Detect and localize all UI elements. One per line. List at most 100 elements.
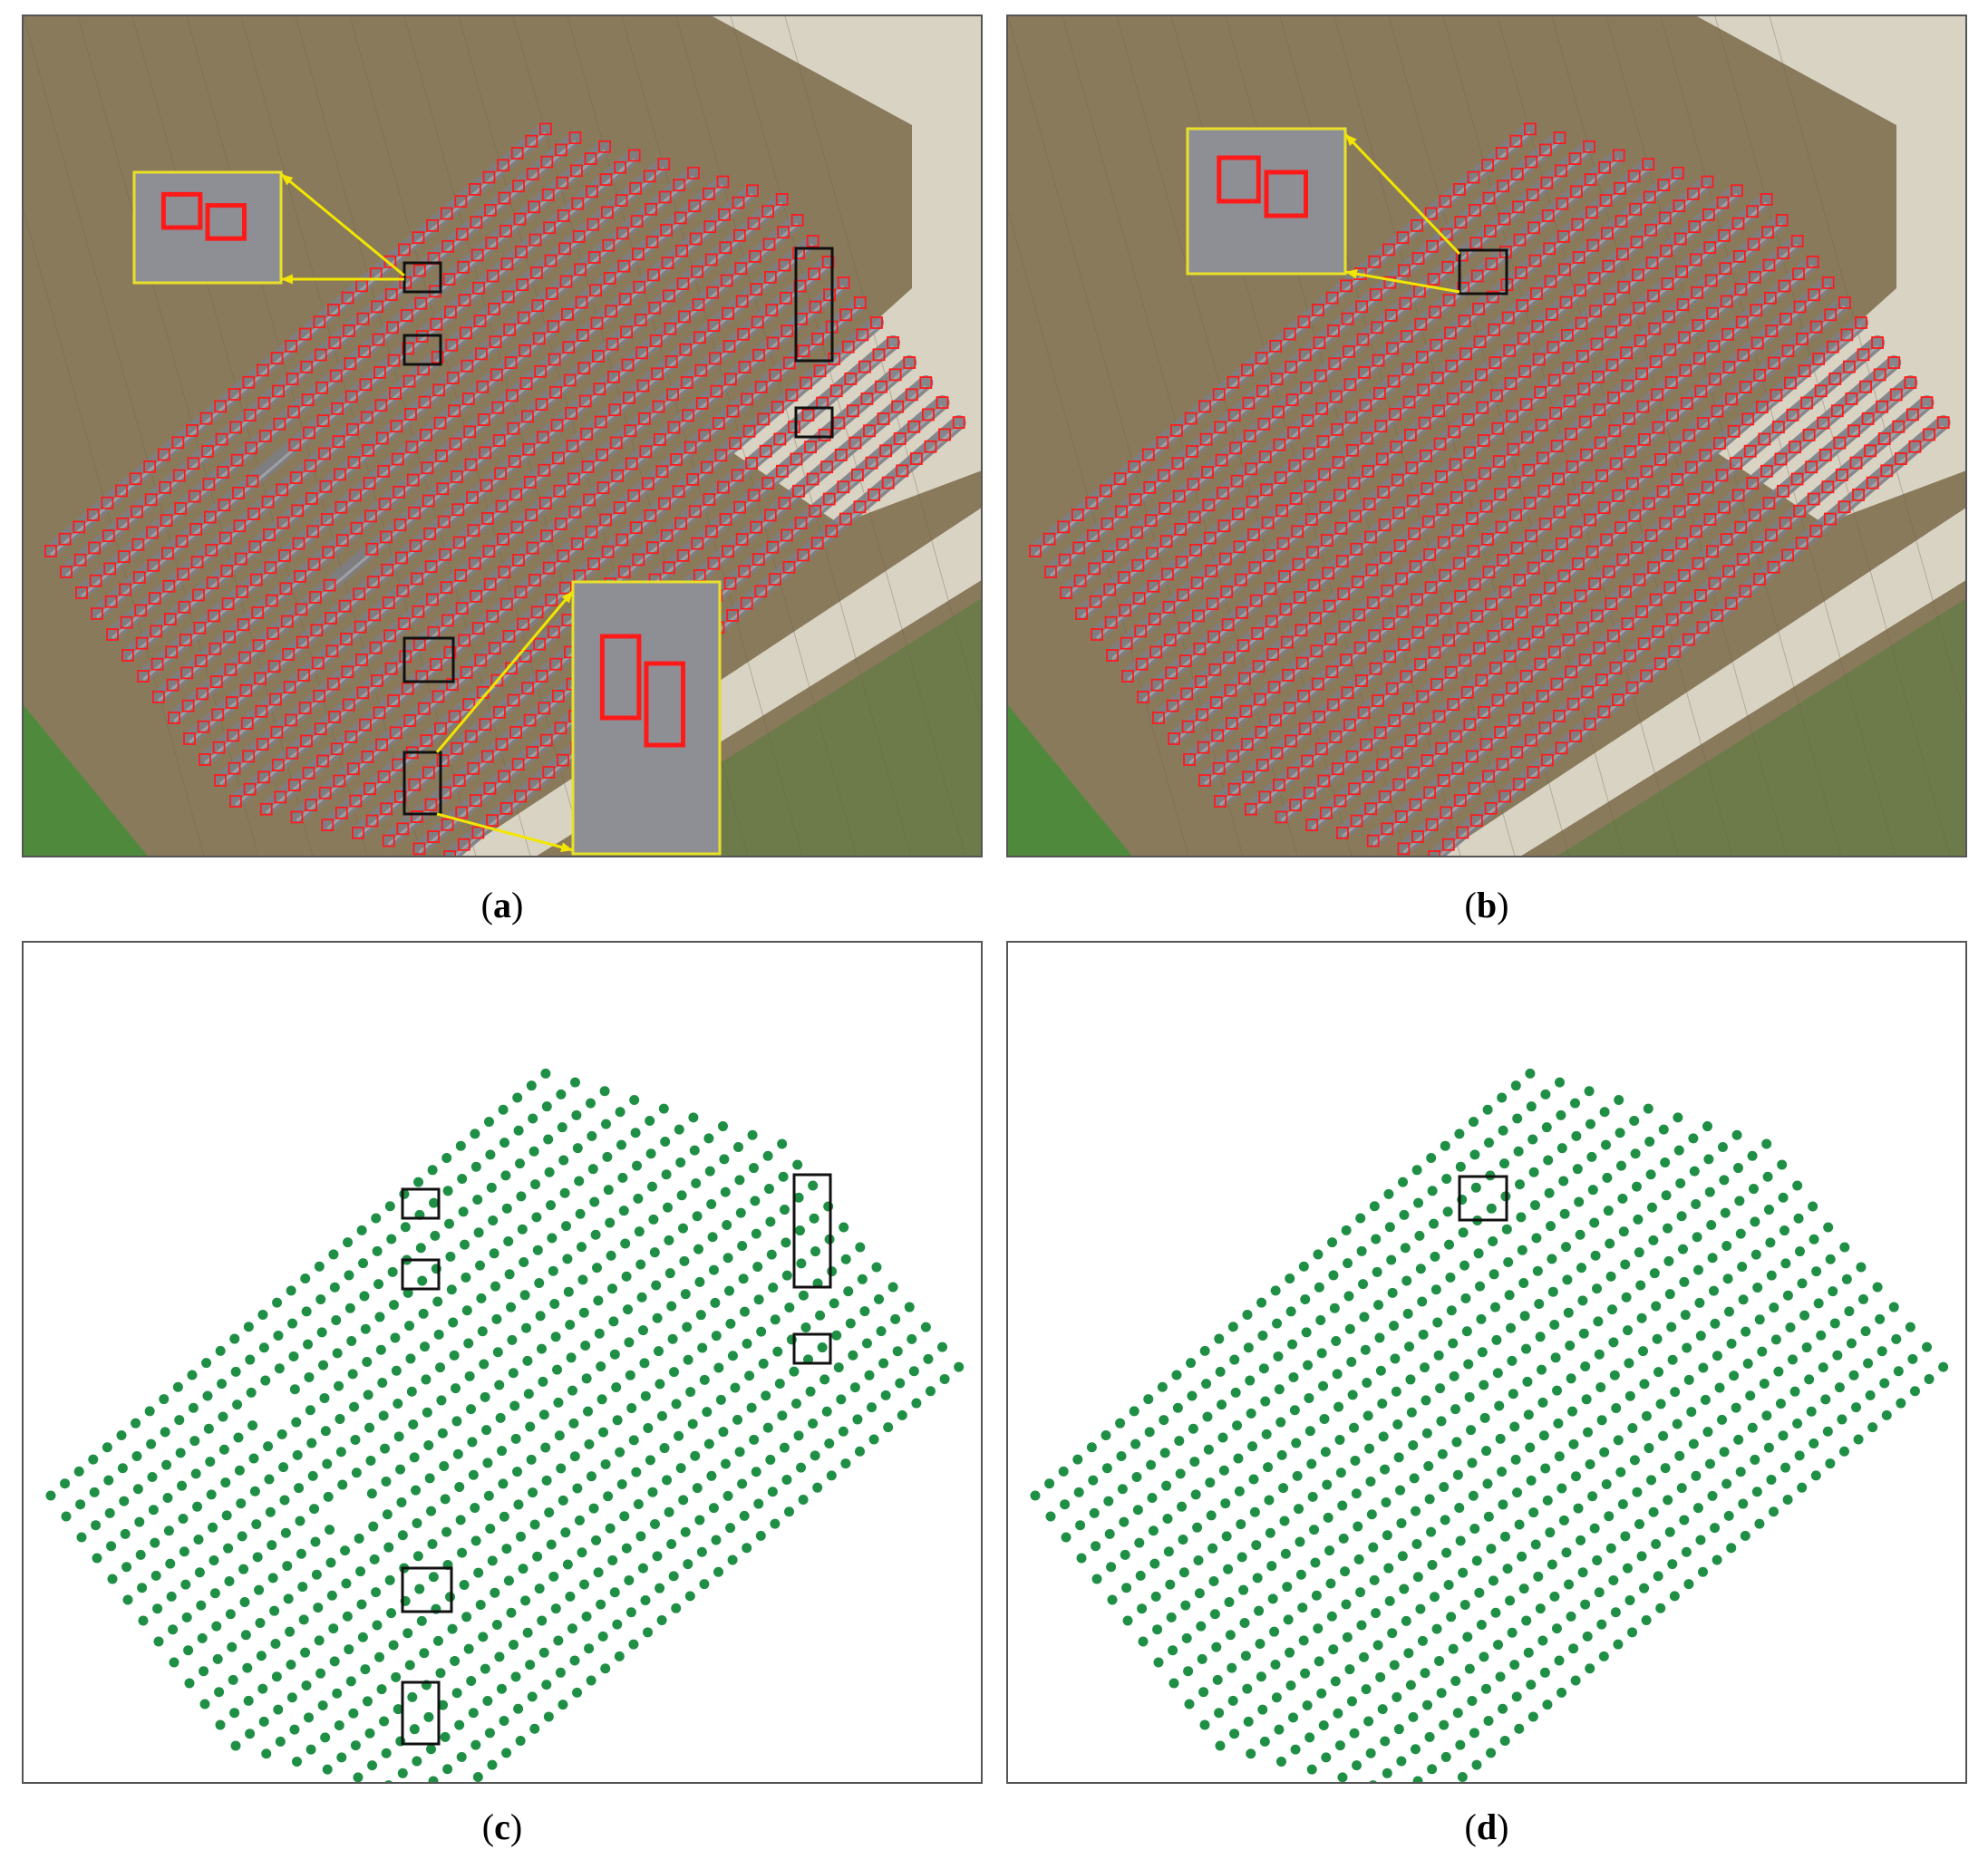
panel-a-detection-box xyxy=(773,432,787,446)
panel-d-plant-point xyxy=(1498,1499,1508,1510)
panel-a-detection-box xyxy=(285,339,298,353)
panel-a-detection-box xyxy=(186,424,199,437)
panel-b-detection-box xyxy=(1332,456,1345,470)
panel-c-plant-point xyxy=(796,1462,807,1473)
panel-c-plant-point xyxy=(457,1174,468,1185)
panel-a-detection-box xyxy=(708,352,722,365)
panel-d-plant-point xyxy=(1329,1303,1340,1313)
panel-b-detection-box xyxy=(1209,696,1223,709)
panel-a-detection-box xyxy=(822,492,836,506)
panel-c-plant-point xyxy=(131,1450,142,1461)
panel-c-plant-point xyxy=(229,1333,240,1344)
panel-b-detection-box xyxy=(1497,179,1510,193)
panel-b-detection-box xyxy=(1315,402,1329,415)
panel-a-detection-box xyxy=(766,336,780,350)
panel-d-plant-point xyxy=(1215,1740,1226,1751)
panel-a-detection-box xyxy=(638,412,651,425)
panel-a-detection-box xyxy=(479,718,492,731)
panel-c-plant-point xyxy=(150,1537,160,1548)
panel-c-plant-point xyxy=(634,1226,645,1237)
panel-d-plant-point xyxy=(1517,1551,1527,1562)
panel-c-plant-point xyxy=(425,1744,436,1755)
panel-c-plant-point xyxy=(485,1149,496,1160)
panel-d-plant-point xyxy=(1600,1139,1611,1150)
panel-d-plant-point xyxy=(1327,1237,1338,1248)
panel-c-plant-point xyxy=(702,1407,713,1418)
panel-a-detection-box xyxy=(267,660,281,673)
panel-c-plant-point xyxy=(332,1688,343,1699)
panel-c-plant-point xyxy=(350,1740,361,1751)
panel-b-detection-box xyxy=(1320,534,1333,547)
panel-b-detection-box xyxy=(1602,565,1615,578)
panel-d-plant-point xyxy=(1721,1240,1732,1251)
panel-b-detection-box xyxy=(1273,779,1285,792)
panel-d-plant-point xyxy=(1454,1503,1465,1514)
panel-b-mulch-film-row xyxy=(1043,131,1567,579)
panel-b-detection-box xyxy=(1566,460,1579,474)
panel-b-detection-box xyxy=(1663,343,1677,356)
panel-d-plant-point xyxy=(1409,1473,1420,1484)
panel-a-detection-box xyxy=(190,556,204,569)
panel-d-plant-point xyxy=(1872,1282,1883,1293)
panel-c-plant-point xyxy=(770,1518,781,1529)
panel-d-plant-point xyxy=(1585,1663,1595,1674)
panel-a-detection-box xyxy=(257,396,271,410)
panel-b-detection-box xyxy=(1736,553,1750,566)
panel-c-plant-point xyxy=(320,1732,331,1743)
panel-a-detection-box xyxy=(567,472,580,486)
panel-d-plant-point xyxy=(1537,1364,1547,1375)
panel-a-detection-box xyxy=(233,519,247,533)
panel-c-canvas xyxy=(24,943,981,1782)
panel-d-plant-point xyxy=(1386,1254,1397,1265)
panel-c-plant-point xyxy=(608,1316,619,1327)
panel-d-plant-point xyxy=(1446,1612,1457,1622)
panel-b-detection-box xyxy=(1673,505,1686,518)
panel-a-detection-box xyxy=(777,226,790,239)
panel-a-detection-box xyxy=(371,300,384,314)
panel-c-plant-point xyxy=(131,1418,141,1429)
panel-a-detection-box xyxy=(649,334,663,347)
panel-b-detection-box xyxy=(1409,560,1422,574)
panel-a-detection-box xyxy=(763,270,777,284)
panel-d-plant-point xyxy=(1320,1447,1331,1458)
panel-d-plant-point xyxy=(1580,1361,1591,1372)
panel-d-plant-point xyxy=(1551,1623,1562,1634)
panel-b-detection-box xyxy=(1396,605,1410,618)
panel-a-detection-box xyxy=(541,189,555,201)
panel-d-plant-point xyxy=(1375,1671,1386,1682)
panel-a-detection-box xyxy=(458,294,471,307)
panel-a-detection-box xyxy=(695,397,709,410)
panel-a-detection-box xyxy=(393,790,407,803)
panel-b-detection-box xyxy=(1269,713,1282,727)
panel-b-mulch-film-row xyxy=(1198,254,1820,788)
panel-a-detection-box xyxy=(517,311,530,324)
panel-a-detection-box xyxy=(936,396,949,410)
panel-a-detection-box xyxy=(288,779,301,792)
panel-b-detection-box xyxy=(1464,479,1478,492)
panel-d-plant-point xyxy=(1403,1648,1414,1659)
panel-c-plant-point xyxy=(587,1130,597,1141)
panel-a-detection-box xyxy=(298,702,312,715)
panel-b-detection-box xyxy=(1541,549,1555,563)
panel-b-detection-box xyxy=(1280,635,1294,649)
panel-b-detection-box xyxy=(1255,352,1268,365)
panel-d-plant-point xyxy=(1298,1261,1309,1272)
panel-c-plant-point xyxy=(577,1274,588,1285)
panel-a-detection-box xyxy=(538,122,552,136)
panel-c-plant-point xyxy=(732,1142,743,1153)
panel-c-plant-point xyxy=(727,1555,738,1565)
panel-b-detection-box xyxy=(1223,651,1236,664)
panel-a-detection-box xyxy=(264,561,277,575)
panel-c-plant-point xyxy=(515,1531,526,1542)
panel-b-detection-box xyxy=(1555,538,1568,550)
panel-c-plant-point xyxy=(560,1527,571,1538)
panel-d-plant-point xyxy=(1615,1160,1626,1171)
panel-d-plant-point xyxy=(1569,1098,1580,1109)
panel-b-detection-box xyxy=(1390,746,1403,760)
panel-c-plant-point xyxy=(384,1574,395,1585)
panel-d-plant-point xyxy=(1206,1510,1217,1521)
panel-c-plant-point xyxy=(824,1438,835,1449)
panel-d-plant-point xyxy=(1504,1290,1515,1301)
panel-c-plant-point xyxy=(300,1647,311,1658)
panel-c-plant-point xyxy=(160,1427,170,1438)
